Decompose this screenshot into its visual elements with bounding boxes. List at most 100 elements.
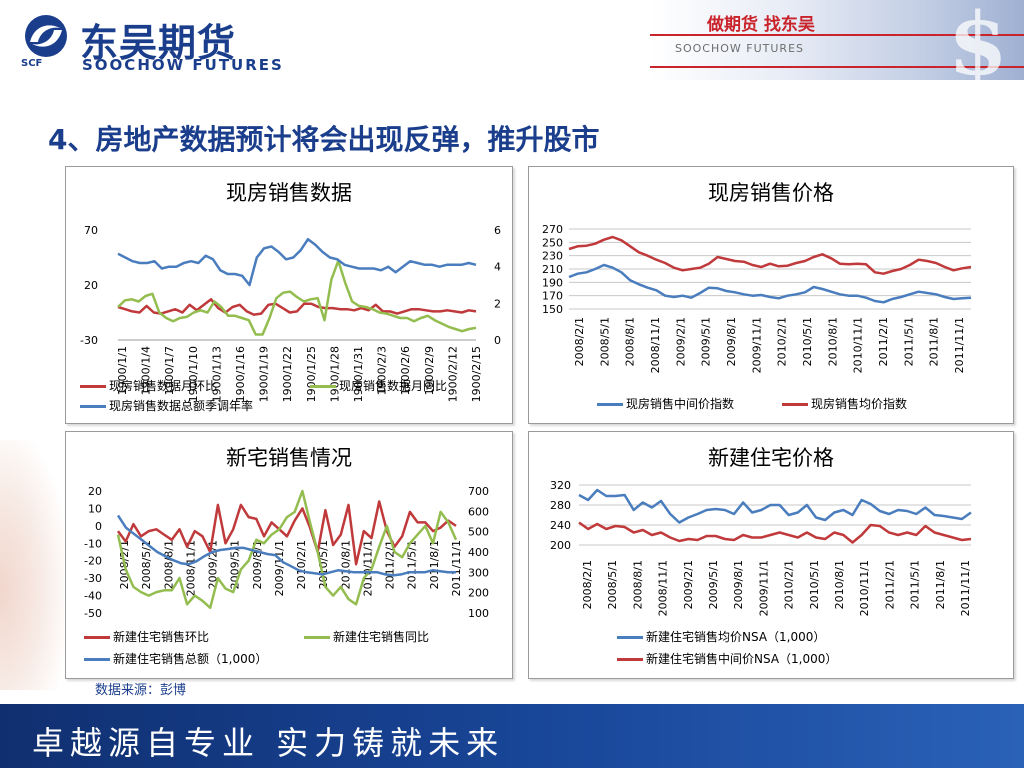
- y-tick-label: 280: [550, 499, 571, 512]
- y-tick-label: 270: [542, 223, 563, 236]
- x-tick-label: 2010/11/1: [852, 317, 865, 373]
- chart-legend: 现房销售数据月环比 现房销售数据月同比 现房销售数据总额季调年率: [80, 377, 510, 417]
- chart-panel-2: 现房销售价格 270 250 230 210 190 170 150 2008/2/1 2008…: [528, 166, 1014, 424]
- x-tick-label: 2009/11/1: [757, 560, 770, 616]
- series-line: [117, 237, 477, 287]
- x-tick-label: 2008/5/1: [606, 560, 619, 609]
- legend-label: 新建住宅销售环比: [113, 630, 210, 644]
- legend-item: 新建住宅销售中间价NSA（1,000）: [617, 650, 837, 667]
- x-tick-label: 2011/11/1: [450, 540, 463, 596]
- y-right-tick-label: 700: [468, 485, 489, 498]
- x-tick-label: 2009/8/1: [725, 317, 738, 366]
- chart-title: 新宅销售情况: [226, 446, 352, 470]
- legend-label: 现房销售数据月同比: [339, 379, 448, 393]
- y-right-tick-label: 100: [468, 607, 489, 620]
- x-tick-label: 2011/8/1: [428, 540, 441, 589]
- chart-4-svg: 320 280 240 200 2008/2/1 2008/5/1 2008/8/1 2008…: [550, 479, 972, 616]
- legend-item: 现房销售均价指数: [782, 395, 907, 412]
- chart-legend: 现房销售中间价指数 现房销售均价指数: [597, 395, 997, 415]
- legend-label: 新建住宅销售均价NSA（1,000）: [646, 630, 826, 644]
- legend-item: 新建住宅销售总额（1,000）: [84, 650, 267, 667]
- y-right-tick-label: 4: [494, 261, 501, 274]
- x-tick-label: 2011/8/1: [934, 560, 947, 609]
- x-tick-label: 2010/8/1: [339, 540, 352, 589]
- x-tick-label: 1900/1/1: [116, 346, 129, 395]
- x-tick-label: 1900/2/12: [446, 346, 459, 402]
- chart-3-svg: 20100-10-20-30-40-5070060050040030020010…: [84, 485, 489, 620]
- x-tick-label: 2011/5/1: [902, 317, 915, 366]
- legend-item: 新建住宅销售均价NSA（1,000）: [617, 628, 825, 645]
- y-left-tick-label: 70: [84, 224, 98, 237]
- legend-item: 新建住宅销售环比: [84, 628, 209, 645]
- x-tick-label: 2011/2/1: [877, 317, 890, 366]
- header-slogan: 做期货 找东吴: [707, 15, 815, 35]
- x-tick-label: 1900/1/19: [258, 346, 271, 402]
- x-tick-label: 2010/11/1: [858, 560, 871, 616]
- y-right-tick-label: 200: [468, 587, 489, 600]
- legend-swatch: [782, 403, 808, 406]
- y-left-tick-label: -20: [84, 555, 102, 568]
- y-right-tick-label: 400: [468, 546, 489, 559]
- x-tick-label: 2008/8/1: [162, 540, 175, 589]
- y-tick-label: 150: [542, 303, 563, 316]
- y-tick-label: 320: [550, 479, 571, 492]
- y-left-tick-label: -30: [84, 572, 102, 585]
- legend-label: 新建住宅销售中间价NSA（1,000）: [646, 652, 838, 666]
- chart-title: 现房销售价格: [708, 181, 834, 205]
- header-slogan-english: SOOCHOW FUTURES: [675, 42, 805, 55]
- y-left-tick-label: 10: [88, 502, 102, 515]
- x-tick-label: 2008/2/1: [581, 560, 594, 609]
- legend-swatch: [80, 405, 106, 408]
- logo-english-name: SOOCHOW FUTURES: [82, 56, 284, 74]
- x-tick-label: 2009/2/1: [674, 317, 687, 366]
- series-line: [116, 500, 457, 566]
- x-tick-label: 2010/8/1: [833, 560, 846, 609]
- page-title: 4、房地产数据预计将会出现反弹，推升股市: [48, 123, 600, 156]
- x-tick-label: 2011/5/1: [406, 540, 419, 589]
- y-left-tick-label: -10: [84, 537, 102, 550]
- y-left-tick-label: -40: [84, 590, 102, 603]
- y-tick-label: 240: [550, 519, 571, 532]
- y-right-tick-label: 6: [494, 224, 501, 237]
- x-tick-label: 2009/5/1: [707, 560, 720, 609]
- legend-swatch: [617, 658, 643, 661]
- legend-swatch: [597, 403, 623, 406]
- x-tick-label: 2011/2/1: [883, 560, 896, 609]
- y-tick-label: 170: [542, 290, 563, 303]
- legend-label: 新建住宅销售总额（1,000）: [113, 652, 268, 666]
- series-line: [117, 298, 477, 316]
- x-tick-label: 1900/2/6: [399, 346, 412, 395]
- chart-panel-4: 新建住宅价格 320 280 240 200 2008/2/1 2008/5/1 2008/…: [528, 431, 1014, 679]
- legend-label: 现房销售均价指数: [811, 397, 908, 411]
- legend-item: 现房销售中间价指数: [597, 395, 734, 412]
- logo-chinese-name: 东吴期货: [80, 21, 237, 65]
- series-line: [578, 521, 972, 544]
- y-left-tick-label: -50: [84, 607, 102, 620]
- x-tick-label: 2008/8/1: [631, 560, 644, 609]
- x-tick-label: 2011/11/1: [959, 560, 972, 616]
- legend-label: 现房销售数据月环比: [109, 379, 218, 393]
- footer-banner: 卓越源自专业 实力铸就未来: [0, 704, 1024, 768]
- decorative-background: [0, 440, 64, 690]
- series-line: [117, 259, 477, 336]
- x-tick-label: 2009/2/1: [682, 560, 695, 609]
- x-tick-label: 2008/8/1: [624, 317, 637, 366]
- x-tick-label: 1900/1/10: [187, 346, 200, 402]
- legend-swatch: [617, 636, 643, 639]
- legend-label: 新建住宅销售同比: [333, 630, 430, 644]
- chart-panel-1: 现房销售数据 70 20 -30 6 4 2 0 1900/1/1 1900/1/4 1900/1…: [65, 166, 513, 424]
- x-tick-label: 1900/1/7: [163, 346, 176, 395]
- y-left-tick-label: 20: [88, 485, 102, 498]
- y-left-tick-label: -30: [80, 334, 98, 347]
- x-tick-label: 2008/11/1: [657, 560, 670, 616]
- x-tick-label: 2010/2/1: [776, 317, 789, 366]
- dollar-icon: $: [948, 0, 1008, 95]
- series-line: [568, 235, 972, 275]
- x-tick-label: 2008/11/1: [649, 317, 662, 373]
- legend-item: 现房销售数据总额季调年率: [80, 397, 253, 414]
- data-source-note: 数据来源：彭博: [95, 683, 187, 698]
- y-right-tick-label: 2: [494, 297, 501, 310]
- header-banner: [650, 0, 1024, 80]
- x-tick-label: 1900/1/16: [234, 346, 247, 402]
- x-tick-label: 1900/1/28: [328, 346, 341, 402]
